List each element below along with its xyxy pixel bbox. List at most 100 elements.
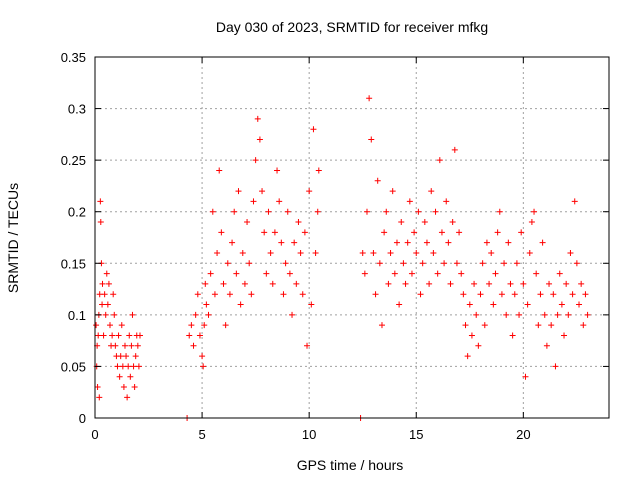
data-point (400, 260, 407, 267)
data-point (460, 291, 467, 298)
data-point (456, 229, 463, 236)
data-point (110, 291, 117, 298)
data-point (129, 311, 136, 318)
data-point (496, 208, 503, 215)
data-point (259, 188, 266, 195)
data-point (104, 301, 111, 308)
y-tick-label: 0.2 (68, 205, 86, 220)
data-point (408, 270, 415, 277)
data-point (426, 280, 433, 287)
data-point (112, 342, 119, 349)
data-point (573, 260, 580, 267)
x-tick-label: 0 (91, 427, 98, 442)
data-point (475, 342, 482, 349)
data-point (250, 198, 257, 205)
data-point (445, 239, 452, 246)
data-point (254, 115, 261, 122)
data-point (315, 167, 322, 174)
y-tick-label: 0.05 (61, 359, 86, 374)
data-point (453, 260, 460, 267)
data-point (563, 280, 570, 287)
data-point (119, 363, 126, 370)
data-point (280, 291, 287, 298)
data-point (256, 136, 263, 143)
data-point (522, 373, 529, 380)
data-point (541, 311, 548, 318)
data-point (199, 353, 206, 360)
data-point (306, 188, 313, 195)
data-point (479, 260, 486, 267)
data-point (297, 249, 304, 256)
data-point (106, 322, 113, 329)
data-point (205, 311, 212, 318)
data-point (528, 219, 535, 226)
data-point (387, 249, 394, 256)
data-point (244, 219, 251, 226)
data-point (503, 311, 510, 318)
data-point (524, 301, 531, 308)
data-point (291, 239, 298, 246)
data-point (466, 301, 473, 308)
data-point (103, 270, 110, 277)
data-point (121, 342, 128, 349)
data-point (449, 219, 456, 226)
y-tick-label: 0 (79, 411, 86, 426)
data-point (102, 311, 109, 318)
data-point (359, 249, 366, 256)
data-point (483, 239, 490, 246)
data-point (381, 229, 388, 236)
y-tick-label: 0.15 (61, 256, 86, 271)
data-point (404, 239, 411, 246)
x-tick-label: 20 (516, 427, 530, 442)
data-point (267, 249, 274, 256)
data-point (546, 280, 553, 287)
data-point (310, 126, 317, 133)
data-point (220, 280, 227, 287)
data-point (115, 332, 122, 339)
chart-title: Day 030 of 2023, SRMTID for receiver mfk… (216, 19, 488, 35)
y-axis-label: SRMTID / TECUs (5, 183, 21, 293)
data-point (569, 291, 576, 298)
data-point (135, 363, 142, 370)
data-point (211, 291, 218, 298)
data-point (269, 280, 276, 287)
data-point (216, 167, 223, 174)
data-point (550, 291, 557, 298)
data-point (561, 332, 568, 339)
plot-frame (94, 56, 610, 419)
data-point (109, 332, 116, 339)
data-point (231, 208, 238, 215)
data-point (494, 229, 501, 236)
data-point (486, 280, 493, 287)
data-point (96, 394, 103, 401)
data-point (125, 363, 132, 370)
data-point (464, 353, 471, 360)
data-point (391, 270, 398, 277)
data-point (571, 198, 578, 205)
data-point (312, 249, 319, 256)
data-point (398, 219, 405, 226)
data-point (468, 332, 475, 339)
data-point (304, 342, 311, 349)
data-point (505, 239, 512, 246)
data-point (492, 270, 499, 277)
data-point (95, 332, 102, 339)
y-tick-label: 0.25 (61, 153, 86, 168)
data-points (93, 95, 591, 421)
data-point (97, 219, 104, 226)
data-point (423, 239, 430, 246)
grid (95, 57, 609, 418)
data-point (282, 260, 289, 267)
data-point (241, 280, 248, 287)
data-point (434, 270, 441, 277)
data-point (274, 167, 281, 174)
x-axis-label: GPS time / hours (297, 457, 404, 473)
x-tick-label: 15 (409, 427, 423, 442)
data-point (513, 260, 520, 267)
data-point (120, 384, 127, 391)
data-point (383, 208, 390, 215)
data-point (114, 363, 121, 370)
axis-ticks (94, 56, 609, 419)
tick-labels: 0 0.05 0.1 0.15 0.2 0.25 0.3 0.35 0 5 10 15 20 (61, 50, 531, 442)
data-point (123, 353, 130, 360)
